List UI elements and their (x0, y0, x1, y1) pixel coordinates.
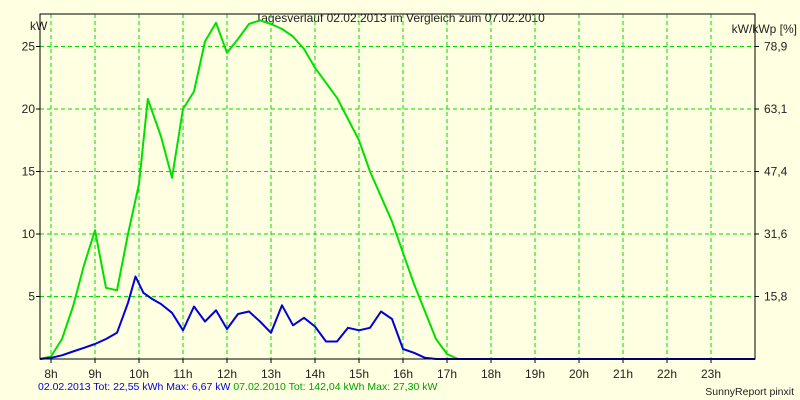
x-tick-label: 11h (173, 367, 192, 381)
y-right-tick-label: 47,4 (764, 165, 788, 179)
x-tick-label: 9h (88, 367, 101, 381)
x-tick-label: 14h (305, 367, 325, 381)
y-left-tick-label: 25 (22, 40, 36, 54)
x-tick-label: 15h (349, 367, 369, 381)
footer-brand: SunnyReport pinxit (705, 386, 794, 398)
x-axis-ticks: 8h 9h 10h 11h 12h 13h 14h 15h 16h 17h 18h 19h 20h 21h… (44, 359, 721, 381)
x-tick-label: 20h (569, 367, 589, 381)
footer-summary: 02.02.2013 Tot: 22,55 kWh Max: 6,67 kW 0… (38, 381, 437, 393)
footer-series-2013: 02.02.2013 Tot: 22,55 kWh Max: 6,67 kW (38, 381, 231, 393)
x-tick-label: 18h (481, 367, 501, 381)
y-axis-left-label: kW (30, 19, 48, 33)
grid-lines (40, 14, 755, 359)
y-right-tick-label: 63,1 (764, 102, 788, 116)
y-left-tick-label: 5 (28, 290, 35, 304)
x-tick-label: 19h (525, 367, 545, 381)
y-right-tick-label: 78,9 (764, 40, 788, 54)
plot-frame (39, 13, 756, 360)
x-tick-label: 17h (437, 367, 457, 381)
y-axis-left-ticks: 5 10 15 20 25 (22, 40, 40, 304)
y-left-tick-label: 15 (22, 165, 36, 179)
y-right-tick-label: 31,6 (764, 227, 788, 241)
x-tick-label: 21h (613, 367, 633, 381)
series-lines (39, 19, 755, 360)
x-tick-label: 13h (261, 367, 281, 381)
series-line-2013 (39, 275, 755, 360)
y-left-tick-label: 20 (22, 102, 36, 116)
series-line-2010 (39, 19, 755, 360)
x-tick-label: 10h (129, 367, 149, 381)
y-left-tick-label: 10 (22, 227, 36, 241)
footer-series-2010: 07.02.2010 Tot: 142,04 kWh Max: 27,30 kW (233, 381, 438, 393)
x-tick-label: 8h (44, 367, 57, 381)
y-axis-right-label: kW/kWp [%] (732, 22, 797, 36)
x-tick-label: 16h (393, 367, 413, 381)
x-tick-label: 12h (217, 367, 237, 381)
x-tick-label: 23h (701, 367, 721, 381)
y-axis-right-ticks: 15,8 31,6 47,4 63,1 78,9 (755, 40, 788, 304)
y-right-tick-label: 15,8 (764, 290, 788, 304)
chart-title: Tagesverlauf 02.02.2013 im Vergleich zum… (255, 11, 545, 25)
x-tick-label: 22h (657, 367, 677, 381)
